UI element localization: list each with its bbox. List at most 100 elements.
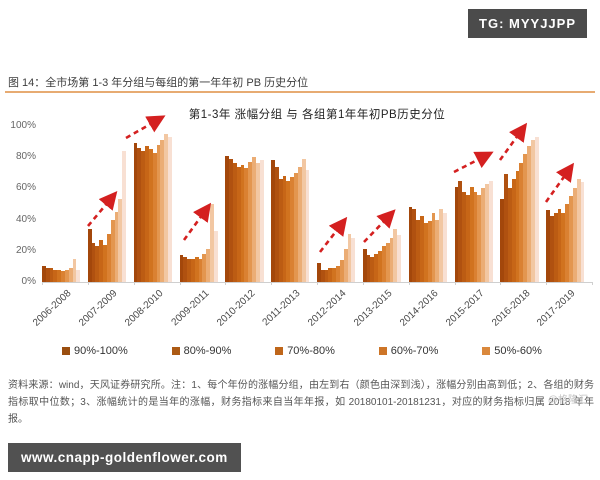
legend-label: 60%-70% (390, 345, 439, 357)
bar (72, 258, 77, 282)
bar (141, 150, 146, 282)
bar (458, 180, 463, 282)
bar (439, 208, 444, 282)
bar (91, 243, 96, 282)
axis-tick (317, 282, 318, 285)
legend-swatch-icon (378, 347, 387, 355)
x-axis-label: 2013-2015 (352, 288, 395, 329)
axis-tick (546, 282, 548, 285)
bar (156, 144, 161, 282)
legend-item: 60%-70% (378, 345, 439, 357)
bar-group-2010-2012 (225, 126, 264, 282)
site-badge: www.cnapp-goldenflower.com (8, 443, 241, 472)
legend-item: 90%-100% (62, 345, 128, 357)
bar (213, 230, 218, 282)
bar (286, 180, 291, 282)
bar (565, 204, 570, 282)
bar (187, 258, 191, 282)
bar (103, 244, 107, 282)
x-axis-label: 2011-2013 (260, 288, 303, 329)
plot-area (42, 126, 593, 285)
bar (485, 183, 489, 282)
legend-label: 70%-80% (287, 345, 335, 357)
bar (240, 165, 245, 282)
bar (549, 216, 554, 282)
bar-group-2006-2008 (42, 126, 81, 282)
bar (420, 216, 424, 282)
x-axis-label: 2014-2016 (397, 288, 441, 329)
bar (68, 267, 73, 282)
bar (110, 219, 115, 282)
bar (351, 238, 356, 282)
bar (576, 179, 581, 282)
x-axis-label: 2010-2012 (214, 288, 258, 329)
bar (133, 143, 138, 282)
bar (64, 269, 69, 282)
bar (500, 199, 505, 282)
bar (580, 182, 585, 282)
bar (374, 253, 379, 282)
bar (347, 233, 352, 282)
bar-group-2013-2015 (362, 126, 402, 282)
x-axis-label: 2006-2008 (31, 288, 74, 329)
bar (339, 260, 344, 282)
bar (229, 158, 233, 282)
bar (53, 269, 58, 282)
site-watermark: @格隆汇 (547, 395, 588, 406)
bar (389, 238, 394, 282)
bar (435, 219, 440, 282)
bar (179, 255, 184, 282)
caption-divider (5, 91, 595, 93)
x-axis-label: 2008-2010 (122, 288, 166, 329)
bar (328, 267, 333, 282)
bar (236, 166, 241, 282)
bar (198, 258, 203, 282)
bar (148, 149, 153, 282)
legend-item: 80%-90% (171, 345, 231, 357)
x-axis-label: 2009-2011 (169, 288, 212, 329)
legend-item: 50%-60% (482, 345, 542, 357)
axis-tick (133, 282, 135, 285)
bar (45, 267, 50, 282)
bar (553, 213, 558, 282)
bar (519, 163, 524, 282)
bar (393, 228, 398, 282)
bar (164, 133, 169, 282)
bar (465, 194, 470, 282)
bar (397, 235, 402, 282)
bar (255, 163, 260, 282)
legend-label: 50%-60% (494, 345, 542, 357)
bar (381, 246, 386, 282)
bar (137, 147, 142, 282)
axis-tick (225, 282, 227, 285)
x-axis-label: 2016-2018 (489, 288, 533, 329)
bar (385, 243, 390, 282)
bar (530, 140, 535, 282)
bar (118, 199, 123, 282)
legend-swatch-icon (62, 347, 70, 355)
axis-tick (500, 282, 502, 285)
legend-swatch-icon (275, 347, 284, 355)
bar (546, 210, 550, 282)
bar (557, 208, 562, 282)
bar-group-2009-2011 (179, 126, 218, 282)
bar (301, 158, 306, 282)
bar (160, 140, 165, 282)
bar (408, 207, 413, 282)
bar (114, 211, 119, 282)
bar (534, 136, 539, 282)
axis-tick (42, 282, 43, 285)
bar (190, 258, 195, 282)
bar (99, 239, 104, 282)
bar (57, 269, 62, 282)
bar-group-2014-2016 (408, 126, 447, 282)
axis-tick (271, 282, 273, 285)
bar (423, 222, 428, 282)
bar (561, 213, 566, 282)
bar-group-2017-2019 (546, 126, 585, 282)
bar (152, 152, 157, 282)
source-footnote: 资料来源：wind，天风证券研究所。注：1、每个年份的涨幅分组，由左到右（颜色由… (8, 380, 594, 425)
bar (210, 204, 214, 282)
bar (511, 179, 516, 282)
bar (431, 213, 436, 282)
